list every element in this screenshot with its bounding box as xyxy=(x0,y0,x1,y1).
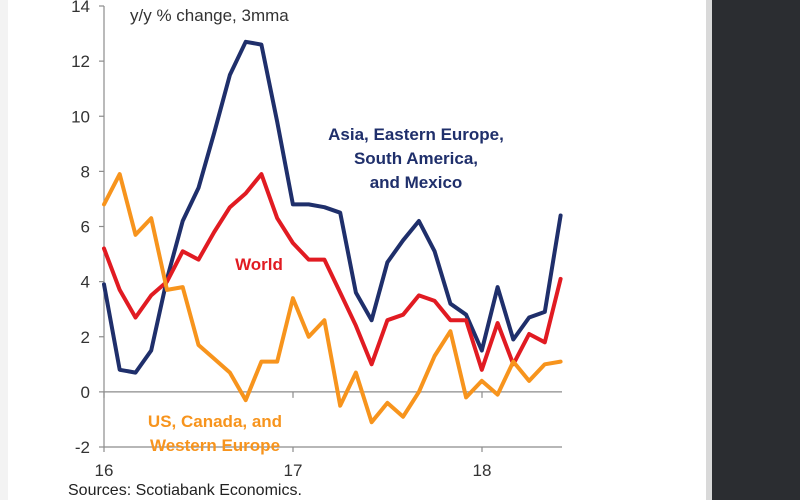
y-tick-label: 8 xyxy=(81,162,90,181)
left-edge-strip xyxy=(0,0,8,500)
y-tick-label: 6 xyxy=(81,218,90,237)
series-label: South America, xyxy=(354,149,478,168)
y-tick-label: -2 xyxy=(75,438,90,457)
x-tick-label: 17 xyxy=(284,461,303,480)
y-tick-label: 0 xyxy=(81,383,90,402)
series-label: Asia, Eastern Europe, xyxy=(328,125,504,144)
series-label: World xyxy=(235,255,283,274)
source-note: Sources: Scotiabank Economics. xyxy=(68,482,302,499)
chart-title: y/y % change, 3mma xyxy=(130,6,289,25)
series-line xyxy=(102,39,563,375)
y-tick-label: 2 xyxy=(81,328,90,347)
line-chart: -2 0 2 4 6 8 10 12 14 16 17 18 y/y % change, 3mma As… xyxy=(71,0,563,480)
chart-labels: y/y % change, 3mma Asia, Eastern Europe, S… xyxy=(130,6,504,455)
right-edge-border xyxy=(706,0,712,500)
chart-series xyxy=(102,39,563,425)
y-tick-label: 14 xyxy=(71,0,90,16)
series-label: and Mexico xyxy=(370,173,463,192)
y-tick-label: 10 xyxy=(71,107,90,126)
series-label: US, Canada, and xyxy=(148,412,282,431)
y-tick-label: 12 xyxy=(71,52,90,71)
series-line xyxy=(102,172,563,425)
x-tick-label: 18 xyxy=(473,461,492,480)
dark-side-panel xyxy=(712,0,800,500)
series-line xyxy=(102,172,563,372)
y-tick-label: 4 xyxy=(81,273,90,292)
chart-axes: -2 0 2 4 6 8 10 12 14 16 17 18 xyxy=(71,0,562,480)
series-label: Western Europe xyxy=(150,436,280,455)
x-tick-label: 16 xyxy=(95,461,114,480)
